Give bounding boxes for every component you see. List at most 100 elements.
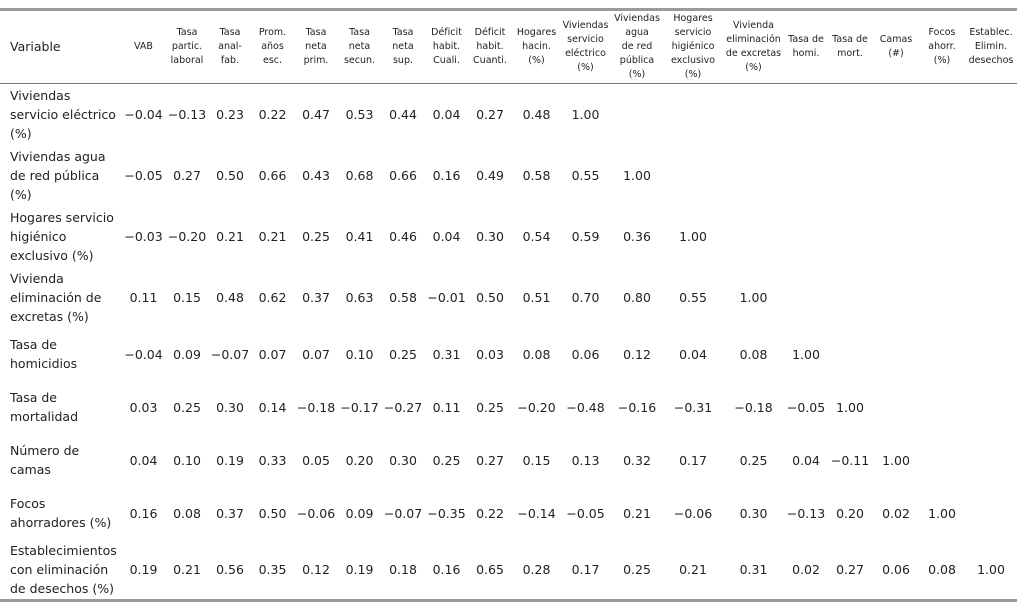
cell-value bbox=[919, 84, 965, 145]
cell-value: 0.10 bbox=[345, 346, 374, 362]
cell-value bbox=[965, 487, 1017, 540]
column-header: Tasa de mort. bbox=[827, 9, 873, 84]
cell-value: 0.46 bbox=[389, 228, 417, 244]
cell-value: 0.09 bbox=[345, 505, 374, 521]
cell-value: −0.16 bbox=[617, 399, 657, 415]
cell-value: 0.13 bbox=[571, 452, 600, 468]
column-header: Focos ahorr. (%) bbox=[919, 9, 965, 84]
cell-value: 0.06 bbox=[882, 561, 910, 577]
cell-value: −0.03 bbox=[124, 228, 163, 244]
cell-value: 0.21 bbox=[258, 228, 287, 244]
cell-value: 0.50 bbox=[258, 505, 287, 521]
column-header: Tasa anal-fab. bbox=[209, 9, 251, 84]
cell-value bbox=[873, 84, 919, 145]
header-line: ahorr. bbox=[928, 41, 956, 52]
cell-value: 0.27 bbox=[836, 561, 864, 577]
cell-value: 0.03 bbox=[129, 399, 158, 415]
header-line: sup. bbox=[392, 55, 414, 66]
cell-value: 0.18 bbox=[389, 561, 417, 577]
cell-value: 0.49 bbox=[476, 167, 504, 183]
cell-value bbox=[919, 206, 965, 267]
table-row: Tasa de mortalidad 0.03 0.25 0.30 0.14 −0.18−… bbox=[0, 381, 1017, 434]
cell-value bbox=[827, 145, 873, 206]
cell-value: 1.00 bbox=[623, 167, 651, 183]
cell-value: 0.50 bbox=[476, 289, 504, 305]
cell-value: 0.31 bbox=[432, 346, 461, 362]
column-header: Déficit habit. Cuali. bbox=[425, 9, 468, 84]
cell-value: 0.02 bbox=[792, 561, 820, 577]
cell-value: 0.62 bbox=[258, 289, 287, 305]
cell-value: −0.06 bbox=[673, 505, 713, 521]
cell-value bbox=[785, 206, 827, 267]
header-line: (%) bbox=[577, 62, 594, 73]
row-label: Viviendas agua de red pública (%) bbox=[10, 148, 106, 202]
cell-value: 0.25 bbox=[432, 452, 461, 468]
header-line: Tasa de bbox=[832, 34, 868, 45]
cell-value: 0.20 bbox=[345, 452, 374, 468]
header-line: secun. bbox=[343, 55, 376, 66]
cell-value: 0.27 bbox=[476, 106, 504, 122]
header-line: (%) bbox=[528, 55, 545, 66]
cell-value: −0.13 bbox=[786, 505, 826, 521]
header-line: partic. bbox=[171, 41, 203, 52]
cell-value: 0.07 bbox=[258, 346, 287, 362]
cell-value: 0.44 bbox=[389, 106, 417, 122]
cell-value: 0.22 bbox=[258, 106, 287, 122]
cell-value bbox=[965, 381, 1017, 434]
cell-value: 0.08 bbox=[739, 346, 768, 362]
row-label: Focos ahorradores (%) bbox=[10, 496, 112, 530]
row-label: Hogares servicio higiénico exclusivo (%) bbox=[10, 209, 114, 263]
cell-value bbox=[919, 381, 965, 434]
cell-value: 0.11 bbox=[129, 289, 158, 305]
column-header: Establec. Elimin. desechos bbox=[965, 9, 1017, 84]
header-line: Tasa bbox=[176, 27, 198, 38]
correlation-table: Variable VAB Tasa partic. laboral Tasa anal-fa… bbox=[0, 8, 1017, 602]
cell-value: 0.09 bbox=[173, 346, 201, 362]
cell-value: 0.03 bbox=[476, 346, 504, 362]
cell-value: −0.07 bbox=[210, 346, 250, 362]
column-header: Camas (#) bbox=[873, 9, 919, 84]
cell-value bbox=[965, 145, 1017, 206]
cell-value bbox=[919, 145, 965, 206]
cell-value: 0.04 bbox=[432, 106, 461, 122]
header-line: neta bbox=[348, 41, 371, 52]
header-line: habit. bbox=[476, 41, 504, 52]
table-row: Establecimientos con eliminación de dese… bbox=[0, 540, 1017, 601]
row-label: Número de camas bbox=[10, 443, 80, 477]
cell-value: 0.41 bbox=[345, 228, 374, 244]
row-label: Tasa de mortalidad bbox=[10, 390, 78, 424]
header-line: pública bbox=[619, 55, 655, 66]
header-line: Cuali. bbox=[433, 55, 460, 66]
cell-value: 0.37 bbox=[216, 505, 244, 521]
header-line: servicio bbox=[674, 27, 712, 38]
cell-value: 0.08 bbox=[522, 346, 551, 362]
cell-value: −0.18 bbox=[296, 399, 336, 415]
cell-value bbox=[873, 145, 919, 206]
header-line: Variable bbox=[10, 39, 61, 54]
cell-value: 0.11 bbox=[432, 399, 461, 415]
cell-value: 0.30 bbox=[476, 228, 504, 244]
header-line: Tasa bbox=[349, 27, 370, 38]
header-line: Viviendas bbox=[562, 20, 609, 31]
cell-value: 0.19 bbox=[216, 452, 244, 468]
header-row: Variable VAB Tasa partic. laboral Tasa anal-fa… bbox=[0, 9, 1017, 84]
column-header: Vivienda eliminación de excretas (%) bbox=[722, 9, 785, 84]
header-line: Tasa bbox=[219, 27, 241, 38]
cell-value: 1.00 bbox=[928, 505, 956, 521]
cell-value: 0.54 bbox=[522, 228, 551, 244]
header-line: anal- bbox=[218, 41, 242, 52]
cell-value: 0.28 bbox=[522, 561, 551, 577]
header-line: Déficit bbox=[474, 27, 506, 38]
cell-value: 0.32 bbox=[623, 452, 651, 468]
cell-value bbox=[722, 84, 785, 145]
header-line: Hogares bbox=[673, 13, 713, 24]
header-line: de red bbox=[621, 41, 653, 52]
header-line: neta bbox=[392, 41, 414, 52]
cell-value: 0.35 bbox=[258, 561, 287, 577]
cell-value: −0.05 bbox=[124, 167, 163, 183]
header-line: laboral bbox=[170, 55, 204, 66]
cell-value: 1.00 bbox=[882, 452, 910, 468]
cell-value bbox=[722, 145, 785, 206]
cell-value bbox=[827, 267, 873, 328]
cell-value: −0.18 bbox=[734, 399, 773, 415]
